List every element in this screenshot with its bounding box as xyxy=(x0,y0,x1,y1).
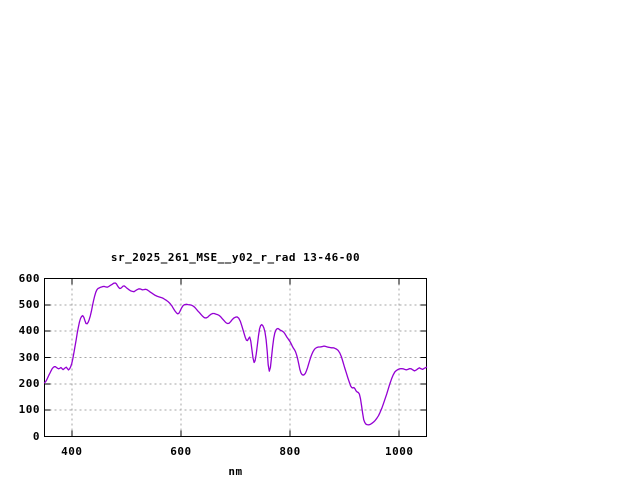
y-tick-label: 300 xyxy=(18,350,40,364)
y-tick-label: 600 xyxy=(18,271,40,285)
x-tick-label: 800 xyxy=(279,445,301,458)
y-tick-label: 100 xyxy=(18,403,40,417)
x-tick-label: 1000 xyxy=(384,445,414,458)
chart-title: sr_2025_261_MSE__y02_r_rad 13-46-00 xyxy=(110,251,361,264)
plot-border xyxy=(44,278,427,437)
grid-lines xyxy=(44,278,427,437)
x-tick-label: 600 xyxy=(170,445,192,458)
y-tick-label: 0 xyxy=(32,429,40,443)
x-tick-label: 400 xyxy=(61,445,83,458)
y-tick-label: 200 xyxy=(18,376,40,390)
spectrum-line xyxy=(43,282,428,426)
x-axis-label: nm xyxy=(228,465,243,478)
y-tick-label: 400 xyxy=(18,324,40,338)
y-tick-label: 500 xyxy=(18,297,40,311)
